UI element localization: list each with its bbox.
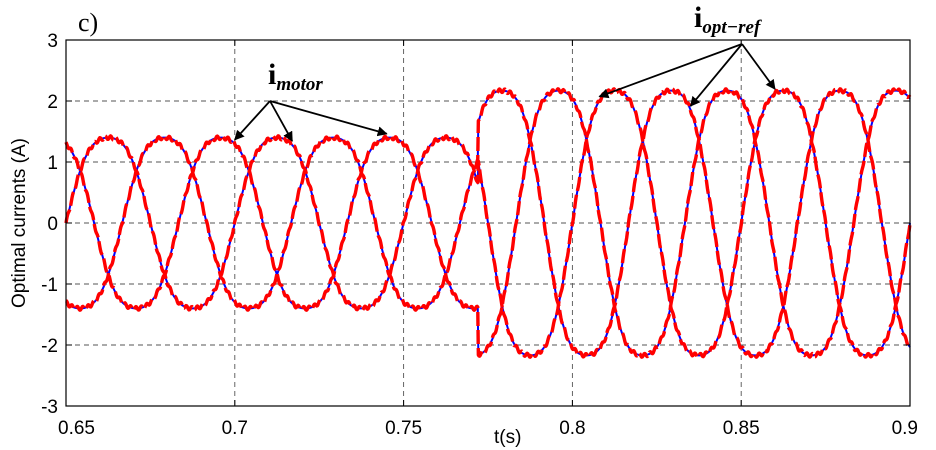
x-tick-label: 0.85 <box>723 418 760 439</box>
annotation-arrow <box>234 100 271 141</box>
annotation-arrow <box>269 100 388 137</box>
annotation-arrow <box>741 43 776 90</box>
ticks: 0.65 0.7 0.75 0.8 0.85 0.9 -3 -2 -1 0 1 2 3 <box>41 31 918 439</box>
x-tick-label: 0.8 <box>559 418 585 439</box>
x-tick-label: 0.75 <box>385 418 422 439</box>
annotation-arrow <box>689 43 743 107</box>
annotation-arrow <box>598 43 743 99</box>
y-tick-label: -1 <box>41 275 58 296</box>
y-tick-label: -2 <box>41 336 58 357</box>
y-tick-label: 1 <box>47 153 58 174</box>
panel-label: c) <box>78 8 98 37</box>
x-tick-label: 0.65 <box>58 418 95 439</box>
series-red-phase-3 <box>64 87 912 359</box>
series-red-phase-1 <box>64 87 912 359</box>
series-layer <box>64 87 912 359</box>
x-tick-label: 0.7 <box>222 418 248 439</box>
y-tick-label: 3 <box>47 31 58 52</box>
y-tick-label: 0 <box>47 214 58 235</box>
series-red-phase-2 <box>64 87 912 359</box>
y-axis-label: Optimal currents (A) <box>9 138 30 308</box>
x-tick-label: 0.9 <box>892 418 918 439</box>
annotation-subscript: motor <box>276 74 323 95</box>
y-tick-label: 2 <box>47 92 58 113</box>
annotation-subscript: opt−ref <box>702 17 762 38</box>
x-axis-label: t(s) <box>494 427 521 448</box>
annotation-label: iopt−ref <box>694 1 762 38</box>
annotation-arrow <box>269 100 293 142</box>
y-tick-label: -3 <box>41 397 58 418</box>
